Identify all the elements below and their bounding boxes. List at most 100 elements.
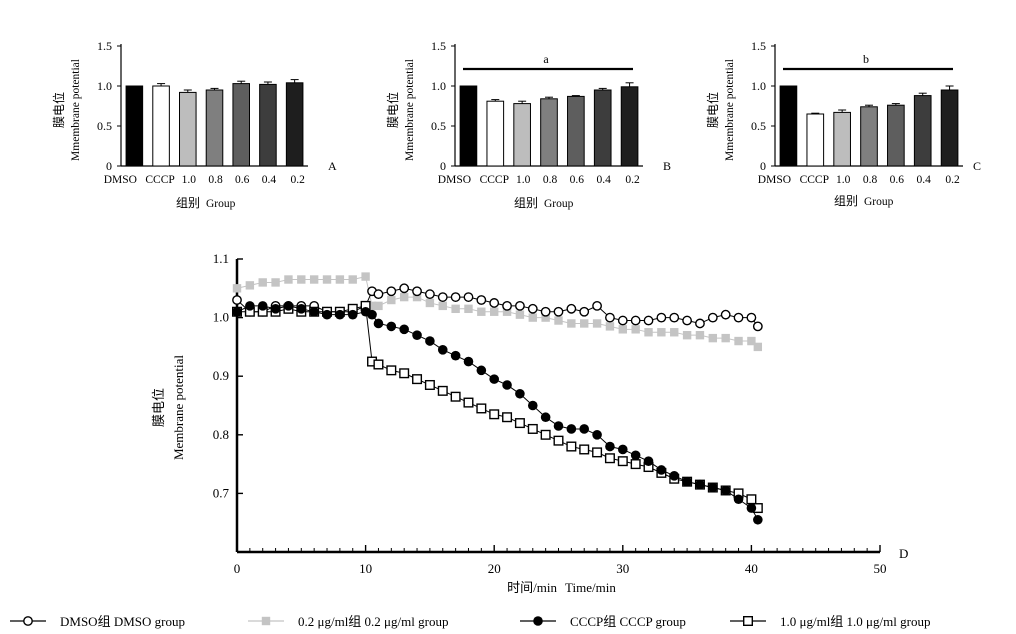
data-point [309, 275, 319, 284]
data-point [347, 309, 358, 320]
data-point [541, 313, 550, 322]
data-point [617, 315, 628, 326]
data-point [515, 388, 525, 399]
data-point [399, 283, 410, 294]
data-point [257, 301, 268, 311]
data-point [605, 312, 615, 323]
y-tick-label: 0.9 [213, 368, 229, 383]
x-axis-title-zh: 组别 [514, 196, 538, 210]
y-axis-title-zh: 膜电位 [51, 92, 66, 128]
panel-letter: D [899, 546, 908, 561]
series-2 [232, 301, 763, 525]
data-point [335, 309, 345, 320]
y-axis-title-en: Mmembrane potential [724, 59, 736, 161]
x-tick-label: 20 [488, 561, 501, 576]
data-point [245, 281, 255, 290]
bar-chart-panel-c: 0 0.5 1.0 1.5 DMSO CCCP 1.0 0.8 0.6 0.4 0.2 b 膜电位 Mme… [705, 39, 981, 208]
data-point [514, 418, 525, 429]
x-tick-label: 0.8 [863, 174, 878, 186]
legend-label: CCCP组 CCCP group [570, 614, 686, 629]
legend-marker [261, 616, 271, 626]
bar-0.6 [232, 83, 250, 167]
data-point [464, 304, 473, 314]
data-point [540, 306, 551, 317]
x-tick-label: 10 [359, 561, 372, 576]
bar-1.0 [833, 111, 851, 167]
data-point [605, 322, 615, 331]
panel-letter: B [663, 159, 671, 173]
x-tick-label: 0.6 [570, 174, 585, 186]
legend-label: 1.0 μg/ml组 1.0 μg/ml group [780, 614, 930, 629]
bar-CCCP [806, 113, 825, 167]
data-point [437, 292, 448, 302]
data-point [424, 379, 435, 390]
data-point [592, 319, 602, 328]
y-tick-label: 1.5 [431, 39, 446, 53]
x-axis-title-zh: 组别 [176, 196, 200, 210]
data-point [489, 409, 500, 420]
bar-0.6 [887, 104, 905, 167]
x-tick-label: 1.0 [836, 174, 851, 186]
bar-0.2 [285, 82, 304, 167]
data-point [566, 441, 577, 452]
y-tick-label: 0.5 [431, 119, 446, 133]
data-point [566, 303, 577, 314]
data-point [297, 275, 306, 284]
bar-1.0 [179, 91, 197, 167]
bar-DMSO [459, 85, 478, 167]
x-tick-label: DMSO [438, 174, 471, 186]
data-point [618, 325, 627, 334]
bar-0.8 [860, 106, 878, 167]
data-point [476, 403, 487, 414]
legend-label: DMSO组 DMSO group [60, 614, 185, 629]
y-axis-title: 膜电位 Mmembrane potential [385, 59, 416, 161]
data-point [540, 412, 551, 423]
data-point [579, 306, 590, 317]
x-axis-title-en: Group [544, 198, 574, 210]
data-point [527, 400, 538, 411]
data-point [669, 471, 680, 481]
data-point [579, 444, 590, 455]
data-point [399, 324, 409, 335]
data-point [296, 304, 307, 314]
x-tick-label: 0.2 [290, 174, 305, 186]
y-tick-label: 0.7 [213, 485, 230, 500]
bar-DMSO [125, 85, 144, 167]
data-point [477, 307, 486, 316]
bar-0.6 [567, 95, 585, 167]
data-point [322, 309, 332, 320]
data-point [373, 318, 384, 329]
data-point [373, 289, 384, 300]
x-tick-label: 1.0 [182, 174, 197, 186]
x-tick-label: 0.4 [262, 174, 277, 186]
data-point [451, 304, 460, 314]
y-tick-label: 0 [106, 159, 112, 173]
data-point [643, 315, 654, 326]
data-point [270, 304, 281, 314]
data-point [258, 278, 267, 287]
bar-CCCP [486, 100, 505, 167]
y-tick-label: 1.0 [751, 79, 766, 93]
x-tick-label: DMSO [104, 174, 137, 186]
data-point [245, 301, 255, 311]
data-point [489, 374, 500, 384]
data-point [617, 456, 628, 467]
data-point [592, 300, 602, 311]
series-1 [232, 272, 763, 352]
data-point [527, 423, 538, 434]
data-point [463, 292, 474, 302]
x-tick-label: 0.8 [208, 174, 223, 186]
data-point [630, 315, 641, 326]
bar-0.4 [913, 95, 932, 167]
data-point [450, 391, 461, 402]
bar-chart-panel-a: 0 0.5 1.0 1.5 DMSO CCCP 1.0 0.8 0.6 0.4 0.2 膜电位 Mmem… [51, 39, 337, 210]
y-tick-label: 1.5 [751, 39, 766, 53]
data-point [476, 365, 487, 376]
data-point [643, 456, 654, 466]
data-point [386, 286, 397, 297]
data-point [592, 430, 602, 440]
data-point [367, 301, 377, 311]
data-point [476, 295, 487, 305]
data-point [450, 292, 461, 302]
data-point [386, 321, 397, 332]
